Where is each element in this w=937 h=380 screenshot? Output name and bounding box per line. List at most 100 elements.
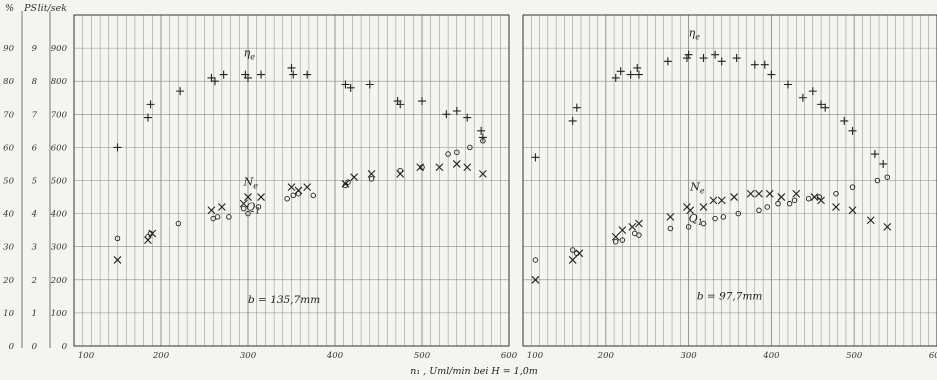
series-label-ne: Ne xyxy=(243,175,259,190)
y-tick-label: 4 xyxy=(31,210,37,220)
y-tick-label: 0 xyxy=(32,342,38,352)
series-label-eta-main: η xyxy=(689,27,696,40)
data-point-ne xyxy=(618,226,627,235)
y-tick-label: 0 xyxy=(9,342,15,352)
data-point-ne xyxy=(792,189,801,198)
grid xyxy=(73,14,510,347)
data-point-eta xyxy=(568,116,577,125)
data-point-eta xyxy=(244,73,252,82)
y-tick-label: 6 xyxy=(32,143,38,153)
data-point-q xyxy=(764,204,771,210)
data-point-ne xyxy=(686,206,695,215)
data-point-ne xyxy=(635,219,643,228)
data-point-q xyxy=(240,205,247,212)
data-point-eta xyxy=(682,54,691,63)
axis-unit-label: PS xyxy=(23,3,37,14)
data-point-eta xyxy=(176,87,185,96)
panel-note: b = 97,7mm xyxy=(697,291,763,303)
series-x xyxy=(531,189,892,284)
data-point-eta xyxy=(634,70,643,79)
data-point-q xyxy=(342,182,349,189)
y-tick-label: 50 xyxy=(3,177,14,187)
data-point-q xyxy=(849,184,856,190)
series-label-eta-subscript: e xyxy=(695,33,700,42)
data-point-eta xyxy=(210,77,219,86)
data-point-eta xyxy=(303,70,312,79)
data-point-ne xyxy=(350,173,359,182)
data-point-q xyxy=(467,144,473,151)
series-label-ne-main: N xyxy=(689,180,700,193)
series-label-q: Q1 xyxy=(246,200,260,215)
series-label-ne: Ne xyxy=(689,180,705,195)
series-label-ne-subscript: e xyxy=(700,186,705,195)
data-point-eta xyxy=(143,113,152,122)
data-point-eta xyxy=(463,113,472,122)
x-tick-label: 200 xyxy=(597,351,615,361)
data-point-q xyxy=(245,210,251,217)
data-point-ne xyxy=(611,232,620,241)
y-tick-label: 2 xyxy=(31,276,37,286)
series-plus xyxy=(531,50,888,168)
data-point-q xyxy=(175,220,182,227)
data-point-ne xyxy=(866,216,875,225)
y-tick-label: 600 xyxy=(51,143,68,153)
data-point-q xyxy=(214,214,221,220)
series-label-eta-subscript: e xyxy=(250,52,255,61)
data-point-eta xyxy=(808,87,817,96)
data-point-q xyxy=(667,225,674,232)
data-point-eta xyxy=(442,110,451,119)
data-point-ne xyxy=(239,199,248,208)
y-tick-label: 7 xyxy=(32,110,38,120)
data-point-eta xyxy=(478,133,487,142)
data-point-q xyxy=(345,179,351,185)
y-tick-label: 40 xyxy=(2,210,14,220)
data-point-ne xyxy=(244,193,252,201)
data-point-eta xyxy=(477,126,486,135)
data-point-q xyxy=(454,149,460,156)
data-point-eta xyxy=(572,103,581,112)
series-label-q-subscript: 1 xyxy=(698,218,703,227)
y-tick-label: 60 xyxy=(3,143,14,153)
data-point-ne xyxy=(113,256,122,264)
data-point-q xyxy=(226,214,232,220)
x-tick-label: 100 xyxy=(78,351,95,361)
y-tick-label: 90 xyxy=(3,44,14,54)
y-tick-label: 700 xyxy=(51,110,68,120)
data-point-ne xyxy=(709,196,718,205)
data-point-q xyxy=(833,190,839,197)
data-point-eta xyxy=(626,70,635,79)
data-point-eta xyxy=(767,70,776,79)
data-point-ne xyxy=(832,203,840,211)
data-point-ne xyxy=(777,193,786,201)
series-label-eta: ηe xyxy=(244,46,256,61)
series-label-eta-main: η xyxy=(244,46,251,59)
data-point-q xyxy=(284,195,290,202)
series-circle xyxy=(532,174,891,263)
data-point-eta xyxy=(396,100,405,109)
data-point-q xyxy=(791,197,798,204)
data-point-eta xyxy=(840,116,849,125)
data-point-eta xyxy=(699,54,708,63)
data-point-q xyxy=(685,224,692,230)
y-tick-label: 300 xyxy=(51,243,68,253)
axis-unit-label: lit/sek xyxy=(38,3,68,14)
data-point-eta xyxy=(760,60,769,69)
data-point-eta xyxy=(848,126,857,135)
y-tick-label: 200 xyxy=(50,276,68,286)
data-point-q xyxy=(756,207,762,214)
data-point-q xyxy=(532,257,539,263)
data-point-ne xyxy=(666,213,675,221)
y-tick-label: 5 xyxy=(32,177,37,187)
data-point-ne xyxy=(883,222,892,231)
data-point-ne xyxy=(303,183,312,192)
data-point-q xyxy=(816,194,823,200)
data-point-ne xyxy=(452,160,461,168)
data-point-q xyxy=(480,138,486,144)
x-tick-label: 500 xyxy=(414,351,431,361)
data-point-ne xyxy=(755,189,763,198)
plot-frame xyxy=(522,14,937,347)
data-point-q xyxy=(574,250,580,257)
data-point-ne xyxy=(810,193,819,201)
data-point-q xyxy=(735,210,742,217)
